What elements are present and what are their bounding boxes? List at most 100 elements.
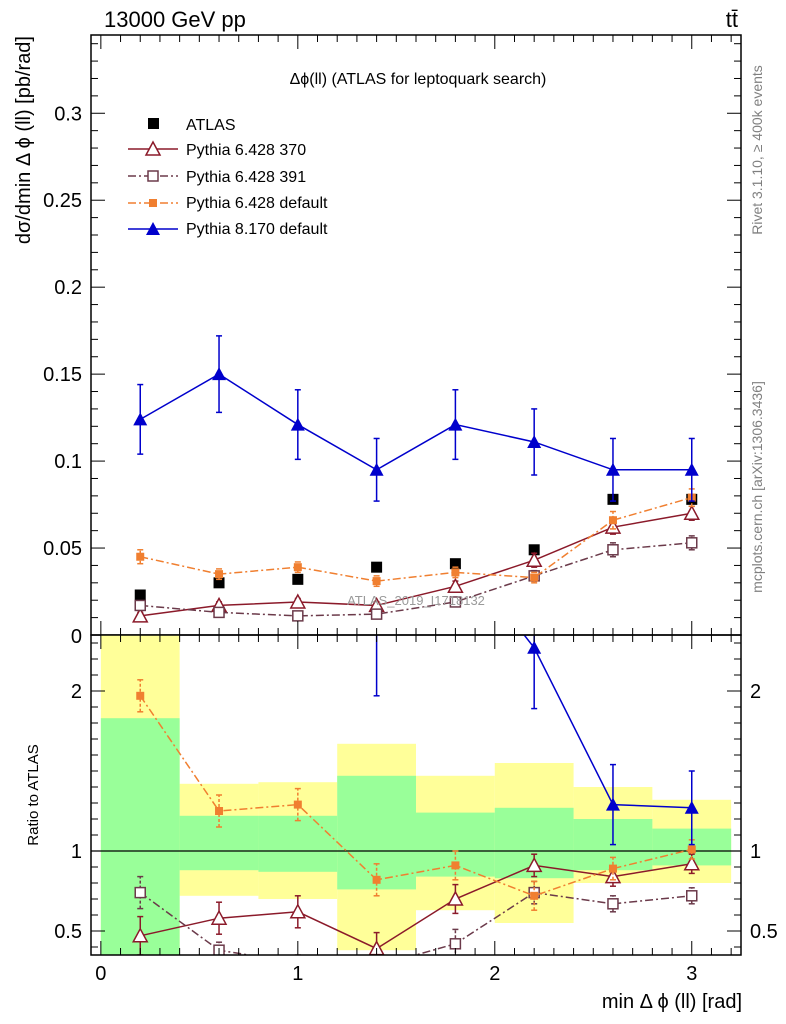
ratio-y-tick-label-right: 2 (750, 681, 761, 703)
ratio-point-pythia-6-428-370-2 (289, 903, 307, 919)
main-point-pythia-6-428-370-7 (683, 504, 701, 521)
main-y-tick-label: 0.3 (54, 103, 82, 125)
main-y-tick-label: 0.2 (54, 277, 82, 299)
ratio-panel: Ratio to ATLAS min Δ ϕ (ll) [rad] 0.5 0.5… (25, 540, 778, 1013)
main-point-pythia-6-428-default-5 (530, 573, 539, 582)
ratio-y-tick-label: 1 (71, 841, 82, 863)
green-band-bin-3 (337, 775, 416, 890)
ratio-point-pythia-6-428-391-0 (134, 886, 146, 899)
x-tick-label: 2 (489, 963, 500, 985)
ratio-point-pythia-8-170-default-6 (605, 797, 620, 811)
ratio-y-tick-label-right: 1 (750, 841, 761, 863)
legend-label-pythia-6-428-391: Pythia 6.428 391 (186, 169, 306, 186)
main-point-atlas-5 (528, 544, 540, 556)
main-y-tick-label: 0.25 (43, 190, 82, 212)
ratio-point-pythia-6-428-370-4 (447, 890, 464, 906)
main-axes-ticks (91, 35, 741, 635)
ratio-point-pythia-6-428-391-7 (686, 890, 698, 902)
main-point-pythia-6-428-391-0 (134, 599, 146, 612)
ratio-point-pythia-6-428-370-1 (210, 909, 228, 925)
ratio-point-pythia-6-428-370-5 (525, 856, 543, 873)
ratio-point-pythia-6-428-370-6 (604, 868, 622, 884)
legend-entry-atlas: ATLAS (148, 117, 236, 134)
header-right: tt̄ (726, 7, 738, 32)
ratio-y-tick-label: 0.5 (54, 921, 82, 943)
main-point-atlas-1 (213, 577, 225, 589)
main-point-pythia-6-428-370-5 (525, 551, 543, 567)
legend-label-pythia-8-170-default: Pythia 8.170 default (186, 221, 328, 238)
x-axis-label: min Δ ϕ (ll) [rad] (602, 991, 742, 1013)
ratio-point-pythia-6-428-391-6 (607, 898, 619, 910)
legend-entry-pythia-6-428-default: Pythia 6.428 default (128, 195, 328, 212)
legend-label-pythia-6-428-default: Pythia 6.428 default (186, 195, 328, 212)
main-y-tick-label-zero: 0 (71, 626, 82, 648)
legend-marker-pythia-6-428-391 (147, 170, 159, 182)
main-point-pythia-6-428-391-7 (686, 537, 698, 549)
main-series-pythia-8-170-default (133, 335, 699, 502)
legend-marker-atlas (148, 118, 159, 129)
main-y-axis-label: dσ/dmin Δ ϕ (ll) [pb/rad] (13, 36, 35, 244)
main-line-pythia-6-428-370 (140, 512, 692, 617)
watermark: ATLAS_2019_I1718132 (347, 593, 485, 608)
main-point-pythia-6-428-391-2 (292, 610, 304, 622)
main-point-pythia-8-170-default-3 (369, 462, 384, 476)
ratio-series-pythia-8-170-default (373, 540, 699, 846)
main-point-pythia-6-428-default-2 (293, 563, 302, 572)
ratio-point-pythia-6-428-default-2 (293, 800, 302, 809)
ratio-y-tick-label-right: 0.5 (750, 921, 778, 943)
main-point-atlas-3 (371, 561, 383, 573)
main-point-atlas-0 (134, 589, 146, 601)
legend-marker-pythia-6-428-370 (144, 140, 162, 156)
main-point-atlas-2 (292, 573, 304, 585)
ratio-line-pythia-6-428-default (139, 695, 692, 897)
ratio-plot-area (91, 540, 741, 971)
legend-marker-pythia-6-428-default (149, 199, 157, 207)
main-point-pythia-8-170-default-4 (448, 417, 463, 431)
main-plot-area (131, 335, 701, 623)
main-point-pythia-6-428-default-0 (136, 552, 145, 561)
legend: ATLAS Pythia 6.428 370 Pythia 6.428 391 … (128, 117, 328, 238)
main-point-pythia-6-428-default-4 (451, 568, 460, 577)
main-point-pythia-6-428-391-1 (213, 606, 225, 619)
ratio-line-pythia-8-170-default (523, 635, 692, 809)
main-line-pythia-6-428-default (140, 496, 692, 582)
legend-entry-pythia-6-428-391: Pythia 6.428 391 (128, 169, 306, 186)
mcplots-label: mcplots.cern.ch [arXiv:1306.3436] (749, 381, 765, 593)
legend-marker-pythia-8-170-default (146, 222, 160, 235)
main-point-pythia-6-428-391-3 (370, 608, 383, 620)
main-panel: dσ/dmin Δ ϕ (ll) [pb/rad] Δϕ(ll) (ATLAS … (13, 34, 742, 648)
header-left: 13000 GeV pp (104, 7, 246, 32)
uncertainty-bands (100, 635, 732, 955)
ratio-y-tick-label: 2 (71, 681, 82, 703)
main-point-atlas-4 (449, 558, 461, 570)
main-point-pythia-6-428-370-2 (289, 593, 307, 609)
main-point-pythia-6-428-default-6 (608, 516, 617, 525)
main-series-pythia-6-428-391 (134, 535, 698, 622)
main-point-pythia-6-428-391-6 (607, 544, 619, 556)
ratio-point-pythia-8-170-default-5 (527, 640, 542, 654)
ratio-point-pythia-6-428-391-3 (372, 961, 382, 971)
chart-title: Δϕ(ll) (ATLAS for leptoquark search) (290, 71, 547, 88)
main-line-pythia-8-170-default (139, 373, 692, 471)
main-point-pythia-6-428-default-1 (215, 570, 224, 579)
ratio-point-pythia-6-428-default-6 (608, 864, 617, 873)
main-point-pythia-8-170-default-5 (527, 434, 542, 448)
ratio-point-pythia-6-428-default-7 (687, 845, 696, 854)
main-line-pythia-6-428-391 (140, 542, 692, 617)
green-band-bin-2 (258, 815, 338, 872)
main-point-pythia-8-170-default-1 (212, 367, 227, 381)
main-y-tick-label: 0.05 (43, 538, 82, 560)
main-point-pythia-6-428-370-4 (447, 577, 464, 594)
ratio-point-pythia-6-428-default-4 (451, 861, 460, 870)
main-point-pythia-8-170-default-2 (290, 417, 305, 431)
main-point-pythia-6-428-370-0 (131, 607, 149, 623)
legend-label-pythia-6-428-370: Pythia 6.428 370 (186, 142, 306, 159)
main-point-pythia-6-428-default-3 (372, 577, 381, 586)
main-point-pythia-8-170-default-0 (133, 412, 148, 426)
ratio-axes-ticks (91, 635, 741, 955)
main-point-pythia-8-170-default-6 (605, 462, 620, 476)
ratio-point-pythia-6-428-default-3 (372, 875, 381, 884)
ratio-point-pythia-6-428-default-0 (136, 691, 145, 700)
ratio-point-pythia-6-428-391-4 (449, 938, 462, 950)
ratio-point-pythia-8-170-default-4 (448, 540, 462, 553)
